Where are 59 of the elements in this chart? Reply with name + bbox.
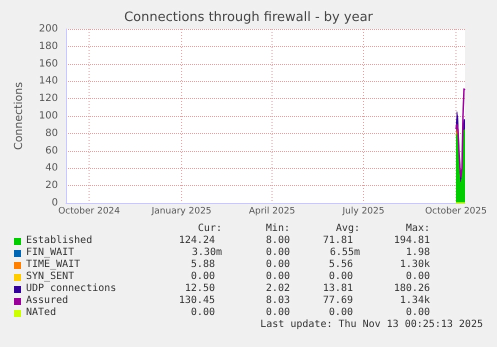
line-series: [455, 88, 466, 178]
text: 1.30k: [400, 259, 430, 271]
x-tick-label: July 2025: [342, 206, 384, 216]
text: 1.98: [406, 247, 430, 259]
text: 194.81: [394, 235, 430, 247]
text: 0.00: [266, 259, 290, 271]
y-tick-label: 200: [38, 24, 58, 34]
text: 77.69: [322, 295, 353, 307]
text: 5.56: [328, 259, 353, 271]
text: 0.00: [190, 271, 215, 283]
y-tick-label: 100: [38, 110, 58, 122]
text: 2.02: [266, 283, 290, 295]
text: 0.00: [406, 307, 430, 319]
text: 0.00: [266, 247, 290, 259]
text: 124.24: [178, 235, 215, 247]
text: 0.00: [406, 271, 430, 283]
y-tick-label: 180: [38, 40, 58, 52]
text: 8.00: [266, 235, 290, 247]
text: Max:: [406, 223, 430, 235]
text: Avg:: [336, 223, 360, 235]
y-tick-label: 0: [52, 198, 58, 208]
text: 71.81: [322, 235, 353, 247]
y-tick-label: 140: [38, 76, 58, 87]
x-tick-label: January 2025: [150, 206, 212, 216]
legend-label: TIME_WAIT: [26, 259, 80, 271]
x-tick-label: October 2025: [425, 206, 487, 216]
text: 8.03: [266, 295, 290, 307]
y-tick-label: 20: [45, 180, 58, 192]
text: Min:: [266, 223, 290, 235]
x-tick-label: April 2025: [248, 206, 296, 216]
y-axis-title: Connections: [12, 82, 25, 150]
text: 0.00: [266, 307, 290, 319]
legend-label: Assured: [26, 295, 68, 307]
text: 3.30m: [192, 247, 222, 259]
y-tick-label: 80: [45, 128, 58, 139]
legend-label: NATed: [26, 307, 56, 319]
text: 0.00: [190, 307, 215, 319]
text: 180.26: [394, 283, 430, 295]
legend-label: SYN_SENT: [26, 271, 74, 283]
y-tick-label: 160: [38, 58, 58, 70]
text: 0.00: [266, 271, 290, 283]
text: 5.88: [190, 259, 215, 271]
legend-label: Established: [26, 235, 92, 247]
text: 0.00: [328, 307, 353, 319]
x-tick-label: October 2024: [58, 206, 120, 216]
y-tick-label: 120: [38, 93, 58, 104]
text: 130.45: [178, 295, 215, 307]
text: Cur:: [198, 223, 222, 235]
legend-label: FIN_WAIT: [26, 247, 74, 259]
text: 1.34k: [400, 295, 430, 307]
text: 6.55m: [330, 247, 360, 259]
chart-title: Connections through firewall - by year: [124, 10, 374, 25]
legend-label: UDP connections: [26, 283, 116, 295]
text: 0.00: [328, 271, 353, 283]
y-tick-label: 40: [45, 162, 58, 174]
text: 13.81: [322, 283, 353, 295]
text: 12.50: [184, 283, 215, 295]
y-tick-label: 60: [45, 145, 58, 156]
text: Last update: Thu Nov 13 00:25:13 2025: [260, 319, 483, 331]
